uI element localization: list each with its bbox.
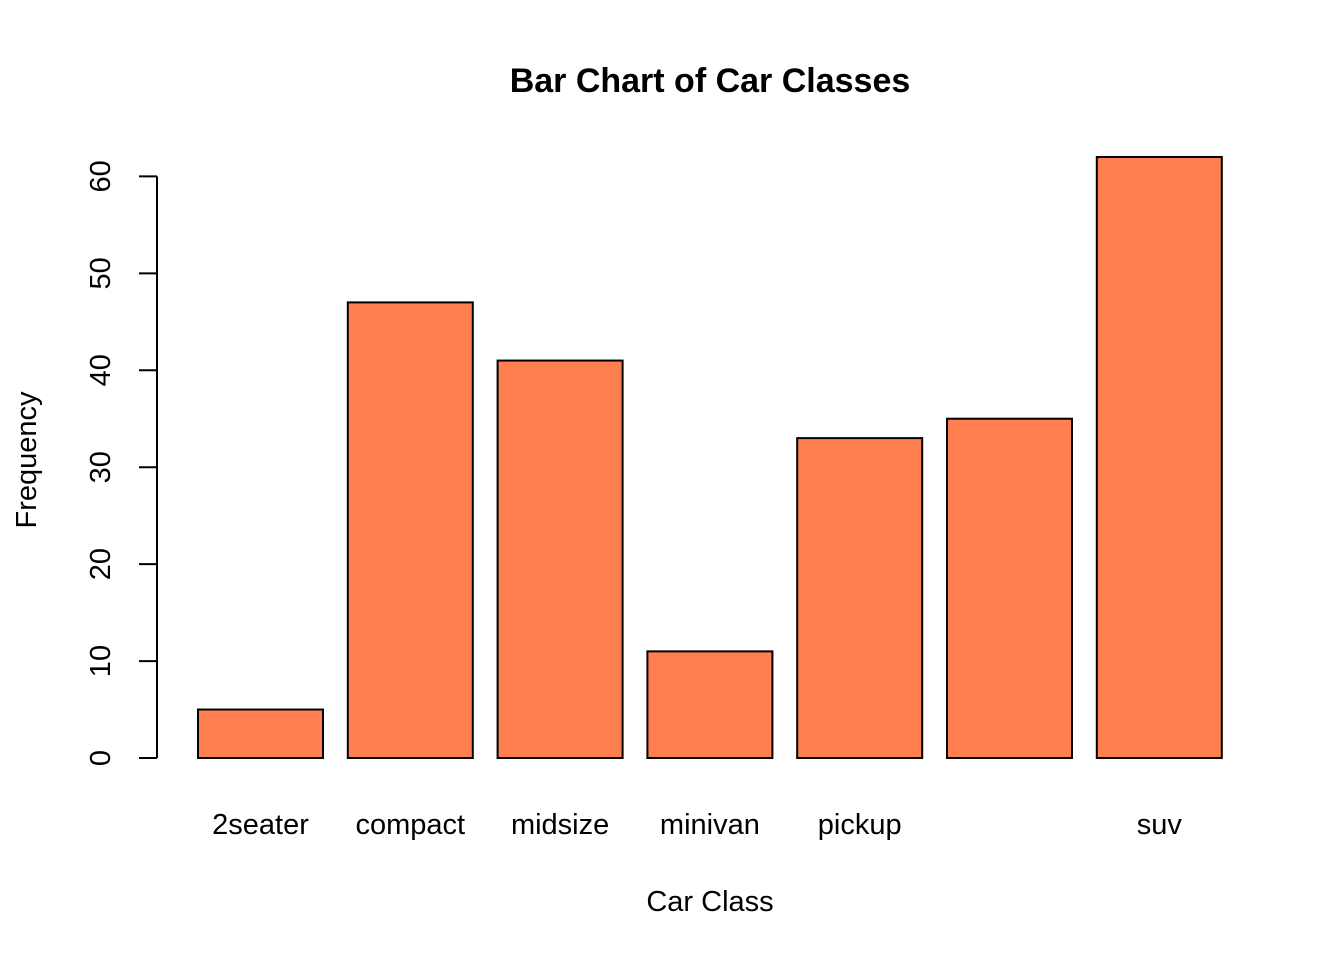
y-tick-label: 40: [85, 354, 117, 386]
x-tick-label: compact: [355, 809, 465, 841]
y-tick-label: 20: [85, 548, 117, 580]
x-tick-label: pickup: [818, 809, 902, 841]
chart-title: Bar Chart of Car Classes: [510, 62, 911, 100]
x-axis-label: Car Class: [646, 886, 773, 918]
y-axis: 0 10 20 30 40 50 60: [85, 160, 158, 766]
x-tick-label: suv: [1137, 809, 1183, 841]
bar-midsize: [496, 359, 624, 759]
bar-2seater: [197, 708, 324, 760]
x-tick-label: minivan: [660, 809, 760, 841]
bar-suv: [1095, 156, 1223, 759]
y-tick-label: 50: [85, 257, 117, 289]
y-axis-label: Frequency: [11, 391, 43, 529]
bars-group: [197, 156, 1223, 760]
x-tick-label: 2seater: [212, 809, 309, 841]
bar-category-6: [946, 417, 1073, 759]
y-tick-label: 10: [85, 645, 117, 677]
y-tick-label: 60: [85, 160, 117, 192]
bar-minivan: [646, 650, 774, 760]
bar-pickup: [796, 437, 924, 759]
x-tick-label: midsize: [511, 809, 609, 841]
bar-compact: [346, 301, 474, 759]
x-tick-labels: 2seater compact midsize minivan pickup suv: [212, 809, 1182, 841]
y-tick-label: 0: [85, 750, 117, 766]
y-tick-label: 30: [85, 451, 117, 483]
